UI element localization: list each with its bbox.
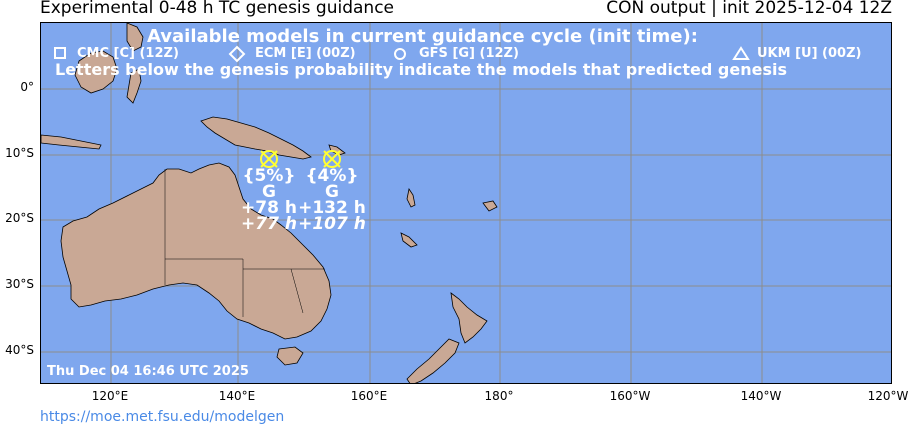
genesis-lead-time: +78 h (241, 198, 297, 218)
lon-label: 160°W (609, 389, 651, 403)
fiji-land (482, 200, 498, 212)
genesis-marker (260, 150, 278, 168)
australia-land (60, 162, 332, 340)
genesis-lead-time-alt: +107 h (298, 214, 366, 234)
genesis-probability: {5%} (242, 166, 295, 186)
lon-label: 140°E (218, 389, 256, 403)
borneo-land (74, 50, 118, 94)
legend-model-ecm: ECM [E] (00Z) (255, 46, 356, 61)
state-borders (164, 169, 325, 317)
timestamp: Thu Dec 04 16:46 UTC 2025 (47, 364, 249, 379)
new-caledonia-land (400, 232, 418, 248)
legend-model-cmc: CMC [C] (12Z) (77, 46, 179, 61)
genesis-lead-time: +132 h (298, 198, 366, 218)
landmasses (41, 23, 498, 383)
source-link[interactable]: https://moe.met.fsu.edu/modelgen (40, 409, 285, 425)
square-icon (54, 47, 66, 59)
lat-label: 10°S (5, 146, 34, 160)
solomon-islands-land (328, 144, 346, 156)
genesis-markers (260, 150, 341, 168)
map-title: Experimental 0-48 h TC genesis guidance (40, 0, 394, 18)
new-zealand-south-land (406, 338, 460, 383)
new-zealand-north-land (450, 292, 488, 344)
genesis-probability: {4%} (305, 166, 358, 186)
lat-label: 40°S (5, 343, 34, 357)
lat-label: 20°S (5, 211, 34, 225)
genesis-models: G (262, 182, 276, 202)
legend-model-ukm: UKM [U] (00Z) (757, 46, 861, 61)
lon-label: 140°W (740, 389, 782, 403)
new-guinea-land (200, 116, 312, 160)
genesis-models: G (325, 182, 339, 202)
genesis-marker (323, 150, 341, 168)
circle-icon (394, 48, 406, 60)
lat-label: 30°S (5, 277, 34, 291)
init-info: CON output | init 2025-12-04 12Z (606, 0, 892, 18)
sulawesi-land (126, 68, 142, 104)
map-panel: Available models in current guidance cyc… (40, 22, 892, 384)
legend-note: Letters below the genesis probability in… (55, 60, 787, 79)
legend-model-gfs: GFS [G] (12Z) (419, 46, 519, 61)
lon-label: 180° (484, 389, 514, 403)
diamond-icon (228, 45, 246, 63)
lon-label: 120°E (91, 389, 129, 403)
triangle-icon (732, 46, 750, 60)
vanuatu-land (406, 187, 416, 208)
philippines-land (126, 23, 144, 52)
legend-overlay: Available models in current guidance cyc… (47, 26, 861, 379)
genesis-lead-time-alt: +77 h (241, 214, 297, 234)
map-canvas: Available models in current guidance cyc… (41, 23, 891, 383)
legend-heading: Available models in current guidance cyc… (147, 26, 698, 47)
tasmania-land (276, 346, 304, 366)
lon-label: 120°W (867, 389, 909, 403)
lon-label: 160°E (350, 389, 388, 403)
lat-label: 0° (20, 80, 34, 94)
java-land (41, 134, 102, 150)
